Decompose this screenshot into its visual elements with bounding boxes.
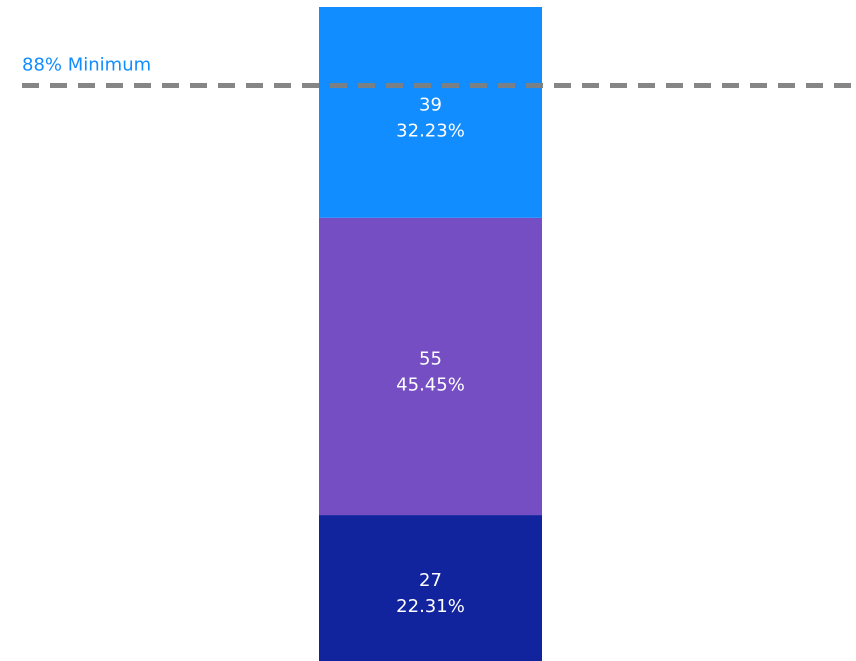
- bar-value-label-1: 55: [419, 348, 442, 369]
- bar-percent-label-1: 45.45%: [396, 374, 465, 395]
- bar-segment-1[interactable]: [319, 217, 542, 516]
- bar-percent-label-0: 22.31%: [396, 596, 465, 617]
- bar-segment-2[interactable]: [319, 7, 542, 218]
- bars-layer: [319, 7, 542, 661]
- bar-value-label-0: 27: [419, 570, 442, 591]
- data-labels-layer: 27 22.31% 55 45.45% 39 32.23%: [396, 94, 465, 617]
- bar-percent-label-2: 32.23%: [396, 120, 465, 141]
- bar-value-label-2: 39: [419, 94, 442, 115]
- reference-line-layer: 88% Minimum: [22, 54, 856, 88]
- minimum-reference-label: 88% Minimum: [22, 54, 151, 75]
- bar-segment-0[interactable]: [319, 515, 542, 661]
